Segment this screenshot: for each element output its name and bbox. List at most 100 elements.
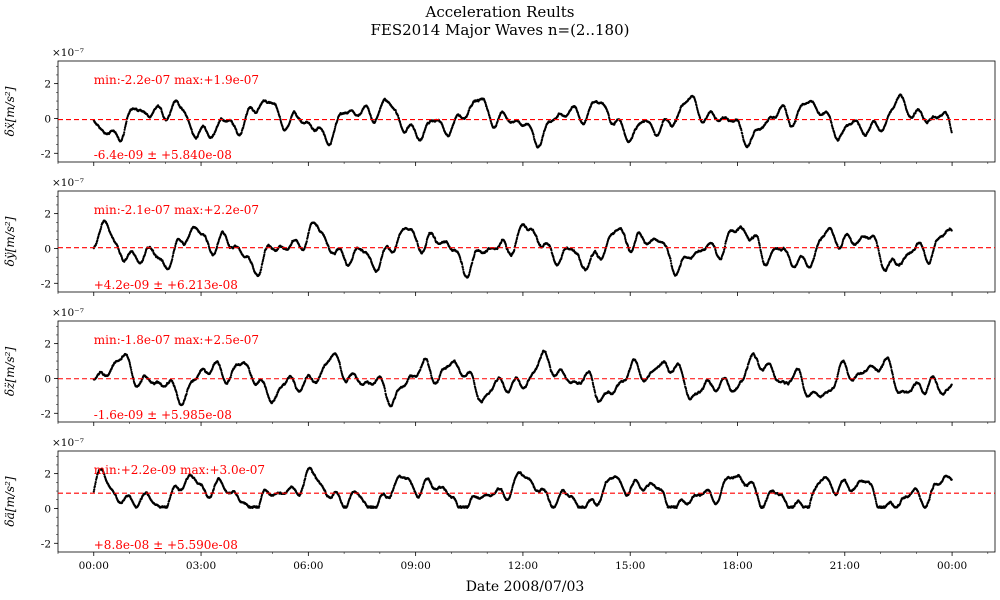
y-multiplier-label: ×10⁻⁷ [52,47,84,59]
data-point [757,239,760,242]
y-tick-label: -2 [41,278,51,290]
data-point [783,105,786,108]
data-point [305,240,308,243]
data-point [277,111,280,114]
data-point [425,242,428,246]
data-point [220,369,223,372]
data-point [950,131,953,134]
data-point [495,123,498,127]
data-point [587,112,590,115]
data-point [740,129,743,132]
data-point [333,129,336,132]
data-point [307,231,310,234]
data-point [877,249,880,252]
data-point [505,245,508,248]
data-point [949,123,952,127]
y-axis-label: δz̈[m/s²] [3,347,17,397]
data-point [398,121,402,124]
data-point [812,257,816,260]
y-tick-label: -2 [41,408,51,420]
data-point [950,229,953,232]
data-point [929,258,933,261]
y-multiplier-label: ×10⁻⁷ [52,177,84,189]
data-point [425,240,428,244]
data-point [306,234,310,237]
data-point [329,141,333,145]
subplot-panels: -202×10⁻⁷δẍ[m/s²]min:-2.2e-07 max:+1.9e-… [3,47,996,572]
data-point [263,251,266,254]
chart-subtitle: FES2014 Major Waves n=(2..180) [370,21,629,39]
data-point [669,259,672,262]
data-point [96,239,99,242]
min-max-annotation: min:-2.1e-07 max:+2.2e-07 [94,203,259,217]
data-point [369,114,372,118]
data-point [931,254,934,257]
y-multiplier-label: ×10⁻⁷ [52,307,84,319]
data-point [695,104,698,107]
y-tick-label: 0 [44,243,51,255]
data-point [814,252,817,255]
data-point [263,253,266,256]
data-point [670,262,673,265]
data-point [514,244,517,247]
data-point [333,127,336,130]
data-point [259,271,262,274]
data-point [453,120,456,123]
data-point [397,114,400,117]
y-tick-label: 0 [44,113,51,125]
data-point [229,376,232,379]
data-point [794,120,797,123]
data-point [741,132,744,135]
data-point [215,245,219,248]
data-point [760,252,763,255]
data-point [100,225,103,229]
data-point [830,121,833,124]
data-point [461,262,464,266]
data-point [487,111,490,115]
data-point [485,105,488,108]
data-point [421,134,425,137]
data-point [669,257,672,260]
data-point [168,113,171,116]
data-point [679,262,683,265]
data-point [123,131,126,134]
data-point [334,125,337,128]
data-point [473,253,476,256]
data-point [589,257,592,260]
data-point [934,242,937,245]
data-point [879,257,882,260]
data-point [122,133,125,136]
data-point [552,256,555,259]
chart-title: Acceleration Reults [425,3,575,21]
y-tick-label: 2 [44,79,51,91]
data-point [160,108,163,111]
data-point [190,128,193,131]
data-points [92,219,953,279]
mean-std-annotation: +4.2e-09 ± +6.213e-08 [94,278,238,292]
data-point [542,132,545,135]
data-point [185,392,188,396]
data-point [262,258,265,261]
data-point [661,123,664,126]
data-point [379,261,382,264]
data-point [532,133,535,136]
data-point [880,260,883,263]
data-point [176,101,180,104]
data-point [922,249,926,253]
data-point [125,120,128,123]
data-point [260,266,263,269]
data-point [761,257,764,260]
data-point [244,115,247,118]
data-point [196,134,199,137]
data-point [471,261,474,264]
data-point [622,129,626,132]
data-point [395,243,398,247]
data-point [542,134,545,137]
data-point [468,109,471,112]
data-point [459,258,462,261]
data-point [724,242,727,245]
data-point [723,245,727,248]
data-point [261,262,264,265]
data-point [489,120,492,123]
y-tick-label: 0 [44,373,51,385]
